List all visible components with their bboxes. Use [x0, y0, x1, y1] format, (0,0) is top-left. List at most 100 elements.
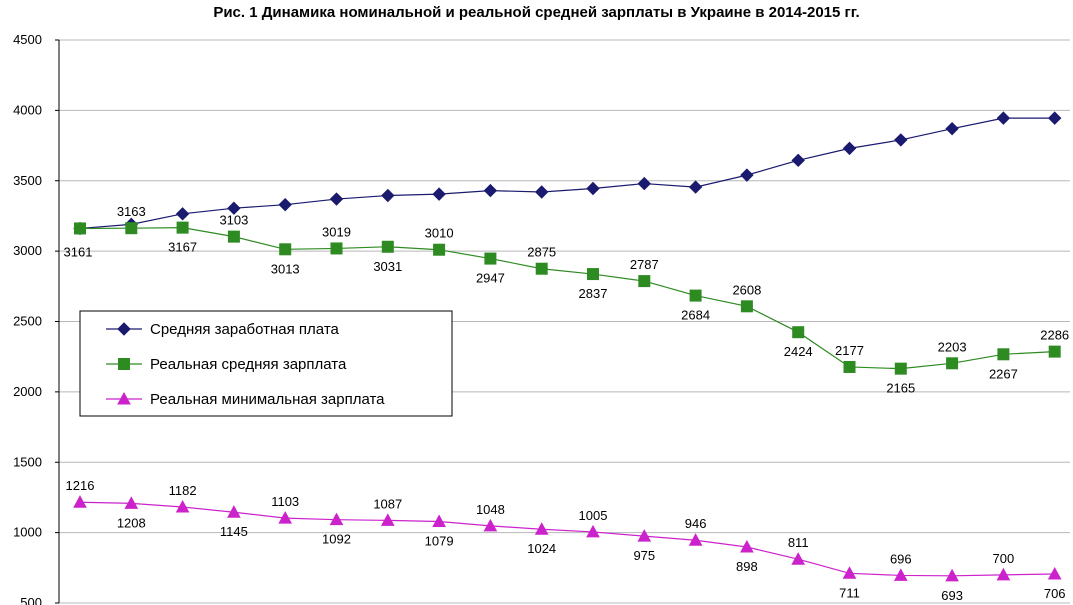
- y-tick-label: 1000: [13, 525, 42, 540]
- data-label-3-7: 1087: [373, 496, 402, 511]
- data-labels: 3161 3163 3167 3103 3013 3019 3031 3010 2947 2875…: [64, 204, 1070, 603]
- data-label-3-17: 696: [890, 551, 912, 566]
- data-label-2-11: 2837: [579, 286, 608, 301]
- y-tick-label: 500: [20, 595, 42, 605]
- legend-label-1: Средняя заработная плата: [150, 321, 340, 338]
- point-2-10: [535, 262, 548, 275]
- point-1-3: [175, 207, 190, 221]
- point-1-11: [586, 181, 600, 196]
- y-tick-label: 3500: [13, 173, 42, 188]
- point-1-14: [740, 168, 754, 182]
- point-2-4: [227, 230, 240, 243]
- point-2-17: [894, 362, 907, 375]
- legend-label-3: Реальная минимальная зарплата: [150, 391, 385, 408]
- point-2-15: [792, 326, 805, 339]
- point-3-13: [688, 533, 703, 546]
- point-2-5: [279, 243, 292, 256]
- data-label-2-9: 2947: [476, 271, 505, 286]
- point-3-8: [432, 514, 446, 528]
- legend-marker-2: [118, 358, 130, 370]
- data-label-2-3: 3167: [168, 240, 197, 255]
- data-label-2-19: 2267: [989, 366, 1018, 381]
- data-label-2-13: 2684: [681, 308, 710, 323]
- chart-title: Рис. 1 Динамика номинальной и реальной с…: [213, 4, 860, 21]
- legend-label-2: Реальная средняя зарплата: [150, 356, 347, 373]
- data-label-3-19: 700: [993, 551, 1015, 566]
- data-label-2-16: 2177: [835, 343, 864, 358]
- point-1-9: [483, 183, 498, 198]
- point-1-19: [996, 111, 1011, 125]
- point-3-20: [1047, 566, 1062, 580]
- data-label-3-1: 1216: [66, 478, 95, 493]
- point-2-14: [740, 300, 753, 313]
- y-axis: 500 1000 1500 2000 2500 3000 3500 4000 4500: [13, 32, 60, 605]
- point-1-4: [227, 201, 241, 215]
- data-label-2-17: 2165: [886, 381, 915, 396]
- point-1-10: [534, 185, 549, 199]
- data-label-3-12: 975: [633, 548, 655, 563]
- data-label-2-12: 2787: [630, 257, 659, 272]
- point-1-18: [945, 121, 959, 136]
- data-label-3-2: 1208: [117, 515, 146, 530]
- data-label-3-10: 1024: [527, 541, 556, 556]
- data-label-3-15: 811: [788, 535, 809, 550]
- y-tick-label: 1500: [13, 454, 42, 469]
- data-label-2-5: 3013: [271, 261, 300, 276]
- point-1-5: [278, 197, 292, 212]
- point-2-8: [433, 243, 446, 256]
- data-label-3-9: 1048: [476, 502, 505, 517]
- point-2-7: [381, 240, 394, 253]
- point-3-16: [842, 566, 857, 579]
- series-line-3: [79, 501, 1055, 577]
- legend: Средняя заработная плата Реальная средняя…: [79, 310, 453, 417]
- point-2-13: [689, 289, 702, 302]
- point-3-5: [278, 511, 293, 524]
- point-2-11: [587, 268, 599, 281]
- data-label-2-14: 2608: [732, 282, 761, 297]
- point-3-7: [380, 513, 395, 526]
- y-tick-label: 2500: [13, 314, 42, 329]
- point-3-11: [586, 524, 600, 538]
- y-tick-label: 4000: [13, 102, 42, 117]
- point-3-19: [996, 567, 1011, 581]
- point-1-7: [381, 188, 395, 203]
- data-label-3-16: 711: [839, 585, 860, 600]
- data-label-2-4: 3103: [219, 213, 248, 228]
- y-tick-label: 4500: [13, 32, 42, 47]
- point-2-2: [125, 222, 138, 235]
- point-1-6: [329, 192, 344, 206]
- point-3-3: [175, 499, 190, 513]
- point-1-12: [637, 176, 652, 191]
- point-3-10: [534, 522, 549, 535]
- point-3-4: [227, 505, 241, 518]
- point-2-18: [946, 357, 959, 370]
- y-tick-label: 3000: [13, 243, 42, 258]
- data-label-3-4: 1145: [220, 524, 248, 539]
- data-label-2-6: 3019: [322, 224, 351, 239]
- grid-lines: [59, 39, 1070, 604]
- point-3-17: [893, 568, 908, 581]
- data-label-2-18: 2203: [938, 339, 967, 354]
- point-2-16: [843, 360, 856, 373]
- point-1-17: [894, 133, 908, 147]
- point-3-18: [945, 568, 959, 582]
- data-label-3-20: 706: [1044, 586, 1066, 601]
- data-label-2-20: 2286: [1040, 328, 1069, 343]
- data-label-3-6: 1092: [322, 532, 351, 547]
- point-3-15: [791, 552, 806, 565]
- data-label-2-15: 2424: [784, 344, 813, 359]
- data-label-3-18: 693: [941, 588, 963, 603]
- point-3-2: [124, 496, 139, 509]
- data-label-2-7: 3031: [373, 259, 402, 274]
- data-label-2-8: 3010: [425, 226, 454, 241]
- point-3-14: [740, 539, 754, 553]
- point-3-12: [637, 529, 652, 542]
- point-2-9: [484, 252, 497, 265]
- legend-marker-1: [117, 322, 131, 336]
- series-line-1: [79, 117, 1055, 230]
- point-1-20: [1047, 111, 1062, 125]
- point-2-3: [176, 221, 189, 234]
- data-label-3-5: 1103: [271, 494, 299, 509]
- point-2-6: [330, 242, 343, 255]
